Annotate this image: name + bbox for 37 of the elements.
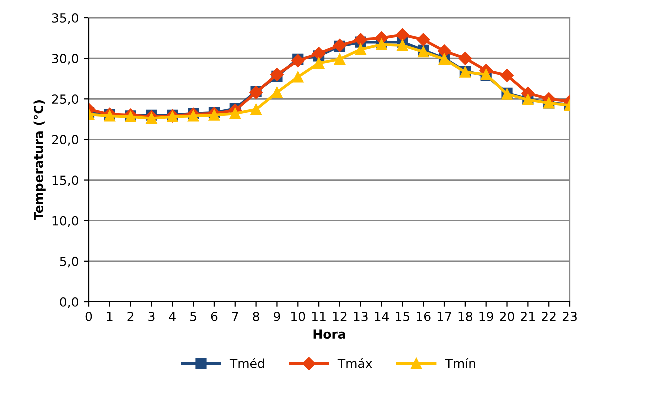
x-tick-label: 2 xyxy=(128,312,134,322)
x-tick-label: 5 xyxy=(190,312,196,322)
y-tick-label: 15,0 xyxy=(52,176,78,186)
y-tick-label: 25,0 xyxy=(52,94,78,106)
x-tick-label: 10 xyxy=(292,312,306,322)
y-tick-label: 30,0 xyxy=(52,54,78,65)
x-tick-label: 13 xyxy=(354,312,368,322)
x-tick-label: 20 xyxy=(500,312,514,322)
x-tick-label: 9 xyxy=(274,312,280,322)
x-tick-label: 22 xyxy=(542,312,556,322)
x-tick-label: 23 xyxy=(562,312,577,322)
y-tick-label: 35,0 xyxy=(52,13,78,24)
x-tick-label: 21 xyxy=(521,312,535,322)
x-axis-title: Hora xyxy=(314,330,346,340)
x-tick-label: 12 xyxy=(333,312,347,322)
y-tick-label: 5,0 xyxy=(60,256,78,268)
x-tick-label: 0 xyxy=(86,312,92,322)
x-tick-label: 8 xyxy=(253,312,260,322)
legend-label: Tméd xyxy=(230,358,264,368)
y-tick-label: 20,0 xyxy=(52,135,78,146)
x-tick-label: 17 xyxy=(438,312,452,322)
legend-label: Tmín xyxy=(445,358,476,368)
x-tick-label: 11 xyxy=(312,312,326,322)
x-tick-label: 14 xyxy=(375,312,390,322)
y-tick-label: 10,0 xyxy=(52,216,78,228)
y-tick-label: 0,0 xyxy=(60,297,78,308)
x-tick-label: 7 xyxy=(232,312,238,322)
x-tick-label: 6 xyxy=(211,312,218,322)
x-tick-label: 3 xyxy=(148,312,155,322)
legend-label: Tmáx xyxy=(338,358,372,368)
x-tick-label: 1 xyxy=(107,312,113,322)
x-tick-label: 4 xyxy=(169,312,176,322)
x-tick-label: 19 xyxy=(480,312,494,322)
x-tick-label: 18 xyxy=(458,312,473,322)
y-axis-title: Temperatura (°C) xyxy=(34,100,46,220)
x-tick-label: 16 xyxy=(417,312,431,322)
x-tick-label: 15 xyxy=(396,312,410,322)
